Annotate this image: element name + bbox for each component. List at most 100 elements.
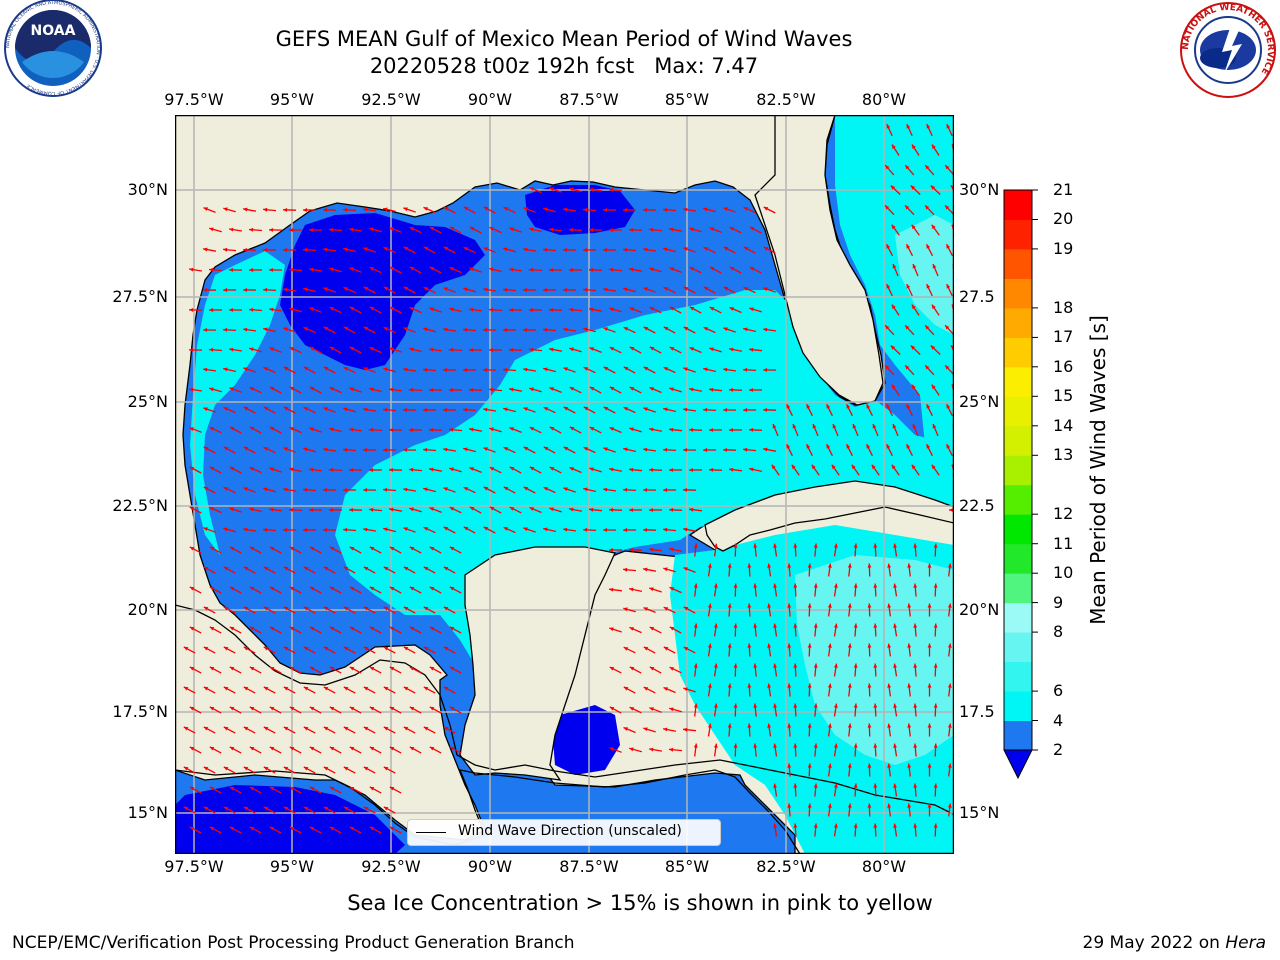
wind-arrow-head [649,467,654,472]
colorbar-tick-label: 14 [1053,415,1074,435]
wind-arrow-head [866,444,871,449]
wind-arrow-head [309,427,314,432]
wind-arrow-head [249,826,255,831]
wind-arrow-head [629,666,635,671]
wind-arrow-head [947,723,952,728]
wind-arrow-head [933,703,938,708]
wind-arrow-head [229,387,234,391]
wind-arrow-head [363,606,369,611]
wind-arrow-head [249,227,254,232]
wind-arrow-head [827,643,832,648]
wind-arrow-head [926,444,931,449]
wind-arrow-head [229,427,235,431]
wind-arrow-head [263,287,268,292]
wind-arrow-head [906,284,911,289]
wind-arrow-head [925,365,930,370]
wind-arrow-head [529,466,535,471]
wind-arrow-head [873,743,878,748]
wind-arrow-head [329,346,335,351]
wind-arrow-head [369,267,375,271]
wind-arrow-head [793,663,798,668]
wind-arrow-head [189,387,194,392]
wind-arrow-head [383,806,389,811]
wind-arrow-head [873,663,878,668]
wind-arrow-head [767,603,772,608]
wind-arrow-head [343,766,349,771]
wind-arrow-head [643,607,648,611]
wind-arrow-head [753,623,758,628]
wind-arrow-head [383,726,389,731]
wind-arrow-head [709,387,714,392]
wind-arrow-head [323,447,328,452]
wind-arrow-head [886,444,891,449]
wind-arrow-head [623,528,628,532]
wind-arrow-head [509,427,514,431]
wind-arrow-head [913,703,918,708]
wind-arrow-head [403,287,409,291]
wind-arrow-head [886,284,891,289]
wind-arrow-head [229,746,235,751]
wind-arrow-head [189,586,195,591]
wind-arrow-head [369,666,375,671]
wind-arrow-head [629,307,634,311]
wind-arrow-head [933,663,938,668]
wind-arrow-head [389,666,395,671]
wind-arrow-head [931,224,936,230]
wind-arrow-head [289,507,294,512]
wind-arrow-head [833,823,838,828]
wind-arrow-head [303,407,309,411]
wind-arrow-head [263,327,268,332]
wind-arrow-head [463,407,468,412]
wind-arrow-head [927,563,932,568]
wind-arrow-head [443,686,449,691]
wind-arrow-head [786,404,791,409]
wind-arrow-head [483,527,489,531]
wind-arrow-head [363,646,369,651]
wind-arrow-head [906,404,911,409]
wind-arrow-head [549,507,554,512]
wind-arrow-head [409,746,415,751]
wind-arrow-head [747,683,752,688]
wind-arrow-head [329,227,334,232]
wind-arrow-head [323,208,328,212]
wind-arrow-head [503,527,508,531]
wind-arrow-head [609,347,615,351]
wind-arrow-head [329,387,334,391]
colorbar-tick-label: 12 [1053,504,1074,524]
wind-arrow-head [203,566,209,571]
wind-arrow-head [609,747,614,751]
wind-arrow-head [643,528,648,532]
wind-arrow-head [689,267,695,271]
wind-arrow-head [703,247,709,251]
wind-arrow-head [813,663,818,668]
wind-arrow-head [243,447,249,451]
wind-arrow-head [283,686,289,691]
wind-arrow-head [349,508,354,512]
wind-arrow-head [349,307,355,311]
wind-arrow-head [303,646,309,651]
wind-arrow-head [289,706,295,711]
wind-arrow-head [529,387,534,392]
wind-arrow-head [603,407,609,411]
lat-left-label: 30°N [127,180,168,199]
wind-arrow-head [663,207,668,212]
wind-arrow-head [933,823,938,828]
wind-arrow-head [629,707,635,711]
wind-arrow-head [449,507,455,511]
wind-arrow-head [223,327,228,332]
wind-arrow-head [443,408,448,412]
wind-arrow-head [329,786,335,791]
wind-arrow-head [933,783,938,788]
wind-arrow-head [643,407,648,412]
wind-arrow-head [489,227,494,231]
wind-arrow-head [589,467,594,472]
wind-arrow-head [747,723,752,728]
wind-arrow-head [629,747,634,752]
wind-arrow-head [363,207,368,212]
wind-arrow-head [463,287,468,292]
wind-arrow-head [323,327,329,331]
wind-arrow-head [905,365,910,370]
lat-right-label: 25°N [959,392,1000,411]
wind-arrow-head [683,488,688,492]
wind-arrow-head [643,327,649,331]
